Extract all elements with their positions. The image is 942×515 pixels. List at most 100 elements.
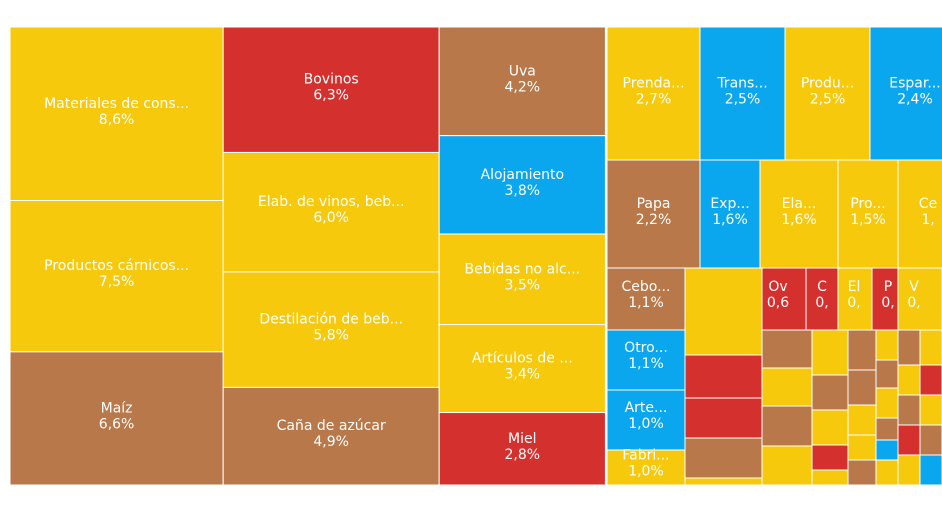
cell-value: 1,6% [781, 212, 817, 228]
cell-value: 1,0% [628, 464, 664, 480]
small-cell [919, 329, 942, 366]
cell [897, 267, 942, 331]
cell-value: 5,8% [313, 328, 349, 344]
cell [606, 389, 686, 451]
small-cell [811, 329, 849, 376]
small-cell [919, 424, 942, 456]
cell [222, 151, 440, 273]
cell-name: Papa [637, 196, 671, 212]
cell-name: Exp... [710, 196, 749, 212]
cell-name: Alojamiento [481, 167, 565, 183]
small-cell [875, 329, 899, 361]
cell-name: Pro... [850, 196, 885, 212]
cell-name: Elab. de vinos, beb... [258, 194, 405, 210]
cell-name: Ov [768, 279, 787, 295]
cell-value: 2,8% [505, 447, 541, 463]
cell [759, 159, 839, 269]
cell-name: Artículos de ... [472, 351, 573, 367]
cell-value: 1,1% [628, 295, 664, 311]
cell-value: 0, [847, 295, 860, 311]
cell-value: 1, [921, 212, 934, 228]
cell-name: Otro... [624, 340, 668, 356]
small-cell [811, 374, 849, 411]
small-cell [761, 329, 813, 369]
cell-value: 6,6% [99, 416, 135, 432]
cell-name: Prenda... [623, 76, 685, 92]
cell [871, 267, 899, 331]
small-cell [897, 364, 921, 396]
small-cell [919, 394, 942, 426]
cell-value: 4,2% [505, 79, 541, 95]
cell [897, 159, 942, 269]
small-cell [875, 439, 899, 461]
cell-value: 2,5% [725, 92, 761, 108]
cell-value: 1,6% [712, 212, 748, 228]
small-cell [897, 329, 921, 366]
cell [438, 26, 606, 137]
cell-value: 6,0% [313, 210, 349, 226]
cell-name: Miel [508, 431, 536, 447]
cell-value: 2,4% [897, 92, 933, 108]
cell-name: Bovinos [304, 72, 359, 88]
cell-name: C [817, 279, 827, 295]
cell [761, 267, 807, 331]
small-cell [875, 459, 899, 486]
cell-name: Trans... [716, 76, 767, 92]
cell-value: 2,2% [636, 212, 672, 228]
small-cell [897, 394, 921, 426]
small-cell [897, 454, 921, 486]
cell [9, 26, 224, 202]
cell-value: 4,9% [313, 434, 349, 450]
cell-name: Arte... [625, 400, 668, 416]
cell-value: 1,1% [628, 356, 664, 372]
cell-value: 6,3% [313, 88, 349, 104]
cell [837, 159, 899, 269]
cell [699, 26, 786, 161]
cell-value: 1,0% [628, 416, 664, 432]
cell-value: 1,5% [850, 212, 886, 228]
cell-value: 3,4% [505, 367, 541, 383]
cell-name: Espar... [889, 76, 940, 92]
cell-value: 0, [881, 295, 894, 311]
small-cells [684, 267, 942, 486]
small-cell [875, 417, 899, 441]
cell-value: 3,5% [505, 277, 541, 293]
cell [805, 267, 839, 331]
cell [222, 271, 440, 388]
cell-value: 2,7% [636, 92, 672, 108]
small-cell [847, 434, 877, 461]
small-cell [811, 409, 849, 446]
cell-value: 2,5% [810, 92, 846, 108]
cell-value: 7,5% [99, 274, 135, 290]
cell [438, 233, 606, 326]
cell-name: El [848, 279, 861, 295]
cell-name: Materiales de cons... [44, 96, 189, 112]
small-cell [811, 444, 849, 471]
small-cell [761, 445, 813, 486]
cell-name: Maíz [101, 400, 133, 416]
cell [606, 159, 701, 269]
small-cell [847, 329, 877, 371]
cell-value: 0,6 [767, 295, 789, 311]
cell [869, 26, 942, 161]
cell [784, 26, 871, 161]
small-cell [919, 364, 942, 396]
cell [837, 267, 873, 331]
cell-name: Cebo... [622, 279, 671, 295]
cell [9, 351, 224, 486]
small-cell [847, 404, 877, 436]
small-cell [897, 424, 921, 456]
small-cell [684, 477, 763, 486]
cell-value: 0, [907, 295, 920, 311]
small-cell [847, 459, 877, 486]
cell-name: Destilación de beb... [259, 312, 403, 328]
cell-name: V [909, 279, 919, 295]
cell [606, 267, 686, 331]
cell [222, 26, 440, 153]
cell [438, 412, 606, 486]
small-cell [684, 437, 763, 479]
cell-name: Productos cárnicos... [44, 258, 189, 274]
small-cell [684, 397, 763, 439]
cell-name: Ce [919, 196, 937, 212]
